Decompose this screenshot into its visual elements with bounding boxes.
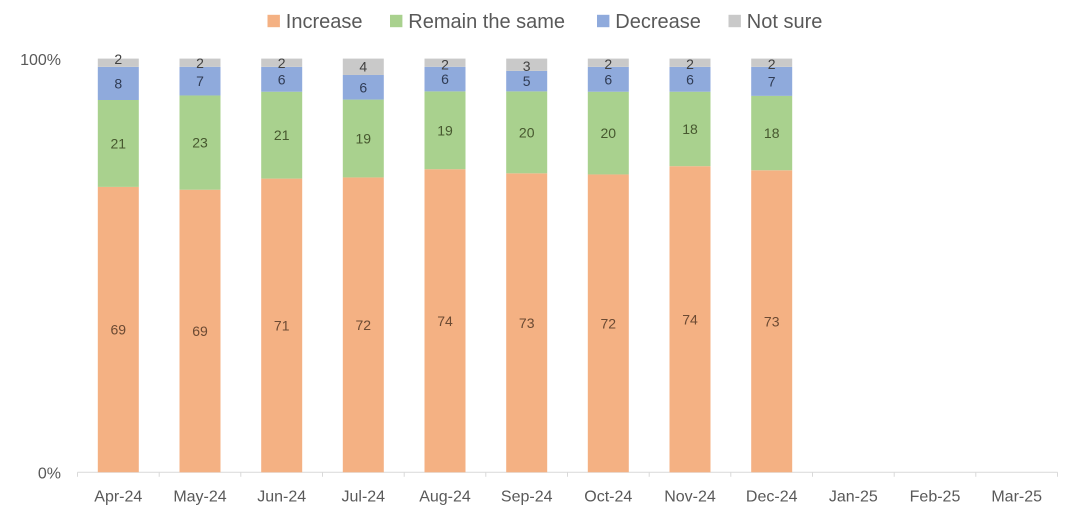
svg-text:21: 21	[111, 136, 127, 152]
svg-text:Nov-24: Nov-24	[664, 489, 716, 506]
svg-text:72: 72	[601, 316, 617, 332]
svg-text:73: 73	[519, 315, 535, 331]
svg-text:18: 18	[764, 125, 780, 141]
svg-text:Sep-24: Sep-24	[501, 489, 553, 506]
svg-text:21: 21	[274, 127, 290, 143]
svg-text:Oct-24: Oct-24	[584, 489, 632, 506]
svg-text:Jun-24: Jun-24	[257, 489, 306, 506]
svg-text:Jul-24: Jul-24	[342, 489, 386, 506]
svg-text:74: 74	[437, 313, 453, 329]
svg-text:6: 6	[441, 71, 449, 87]
svg-text:3: 3	[523, 58, 531, 74]
svg-text:20: 20	[601, 125, 617, 141]
svg-text:2: 2	[114, 51, 122, 67]
svg-text:69: 69	[192, 323, 208, 339]
svg-text:Jan-25: Jan-25	[829, 489, 878, 506]
svg-text:7: 7	[196, 73, 204, 89]
svg-text:6: 6	[359, 79, 367, 95]
svg-text:Mar-25: Mar-25	[991, 489, 1042, 506]
svg-text:18: 18	[682, 121, 698, 137]
svg-text:Aug-24: Aug-24	[419, 489, 471, 506]
svg-text:7: 7	[768, 74, 776, 90]
svg-text:2: 2	[604, 56, 612, 72]
svg-text:2: 2	[278, 55, 286, 71]
svg-text:72: 72	[356, 317, 372, 333]
svg-text:Decrease: Decrease	[615, 11, 701, 33]
svg-text:73: 73	[764, 313, 780, 329]
svg-text:6: 6	[604, 71, 612, 87]
svg-text:69: 69	[111, 322, 127, 338]
svg-text:71: 71	[274, 318, 290, 334]
svg-text:6: 6	[278, 71, 286, 87]
svg-text:Apr-24: Apr-24	[94, 489, 142, 506]
svg-text:0%: 0%	[38, 465, 61, 482]
svg-text:2: 2	[768, 56, 776, 72]
svg-text:19: 19	[356, 131, 372, 147]
svg-text:20: 20	[519, 124, 535, 140]
svg-text:Feb-25: Feb-25	[910, 489, 961, 506]
svg-text:2: 2	[196, 55, 204, 71]
svg-text:19: 19	[437, 122, 453, 138]
svg-text:74: 74	[682, 311, 698, 327]
svg-text:Not sure: Not sure	[747, 11, 823, 33]
svg-text:May-24: May-24	[173, 489, 226, 506]
svg-text:100%: 100%	[20, 52, 61, 69]
svg-text:Remain the same: Remain the same	[408, 11, 565, 33]
svg-text:2: 2	[441, 57, 449, 73]
svg-text:Increase: Increase	[286, 11, 363, 33]
svg-text:4: 4	[359, 59, 367, 75]
svg-text:8: 8	[114, 76, 122, 92]
svg-text:6: 6	[686, 71, 694, 87]
svg-text:Dec-24: Dec-24	[746, 489, 798, 506]
svg-text:5: 5	[523, 73, 531, 89]
svg-text:2: 2	[686, 56, 694, 72]
svg-text:23: 23	[192, 135, 208, 151]
